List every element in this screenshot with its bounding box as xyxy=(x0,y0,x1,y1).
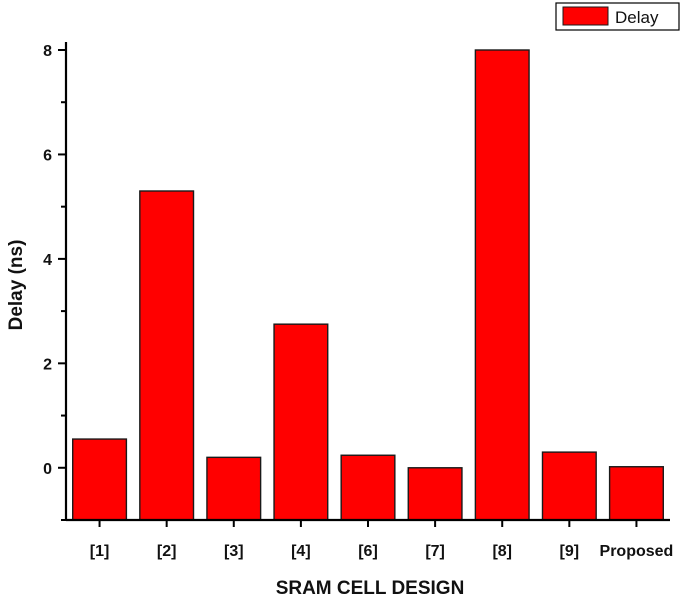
x-tick-label: [6] xyxy=(358,543,378,560)
bars-group xyxy=(72,49,664,521)
x-tick-label: [1] xyxy=(90,543,110,560)
bar xyxy=(273,323,329,521)
x-tick-label: [2] xyxy=(157,543,177,560)
x-tick-label: [7] xyxy=(425,543,445,560)
legend: Delay xyxy=(555,2,680,31)
y-ticks-group: 0 2 4 6 8 xyxy=(43,43,66,521)
bar xyxy=(474,49,530,521)
legend-label: Delay xyxy=(615,8,659,27)
x-tick-label: Proposed xyxy=(600,543,674,560)
x-tick-label: [3] xyxy=(224,543,244,560)
bar xyxy=(407,467,463,521)
x-ticks-group: [1] [2] [3] [4] [6] [7] [8] [9] Proposed xyxy=(90,520,674,560)
y-tick-label: 2 xyxy=(43,356,52,373)
x-axis-title: SRAM CELL DESIGN xyxy=(276,578,465,599)
x-tick-label: [9] xyxy=(560,543,580,560)
y-tick-label: 0 xyxy=(43,461,52,478)
y-tick-label: 8 xyxy=(43,43,52,60)
bar xyxy=(608,466,664,521)
bar xyxy=(206,456,262,521)
x-tick-label: [8] xyxy=(492,543,512,560)
bar xyxy=(139,190,195,521)
bar xyxy=(340,454,396,521)
bar xyxy=(541,451,597,521)
legend-swatch xyxy=(562,6,609,26)
x-tick-label: [4] xyxy=(291,543,311,560)
y-axis-title: Delay (ns) xyxy=(6,240,27,331)
y-tick-label: 4 xyxy=(43,252,52,269)
y-tick-label: 6 xyxy=(43,147,52,164)
bar xyxy=(72,438,128,521)
